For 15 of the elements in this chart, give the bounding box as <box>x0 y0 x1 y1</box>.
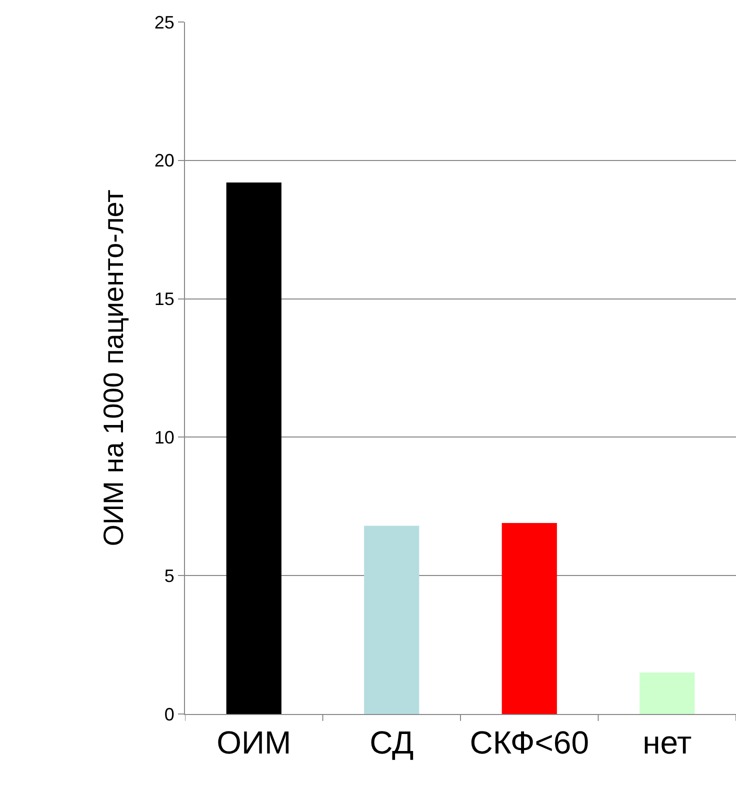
x-tick-label: СД <box>370 724 414 760</box>
y-tick-label: 5 <box>164 566 174 586</box>
bar <box>226 182 282 714</box>
bar <box>364 526 420 714</box>
y-tick-label: 0 <box>164 704 174 724</box>
bar <box>640 672 695 714</box>
y-tick-label: 20 <box>154 150 174 171</box>
y-tick-label: 15 <box>154 289 174 310</box>
y-tick-label: 10 <box>154 428 174 448</box>
y-tick-label: 25 <box>154 12 174 32</box>
bar <box>502 523 557 714</box>
x-tick-label: нет <box>642 724 692 760</box>
x-tick-label: СКФ<60 <box>470 724 590 760</box>
y-axis-title: ОИМ на 1000 пациенто-лет <box>98 190 130 546</box>
x-tick-label: ОИМ <box>216 724 292 760</box>
